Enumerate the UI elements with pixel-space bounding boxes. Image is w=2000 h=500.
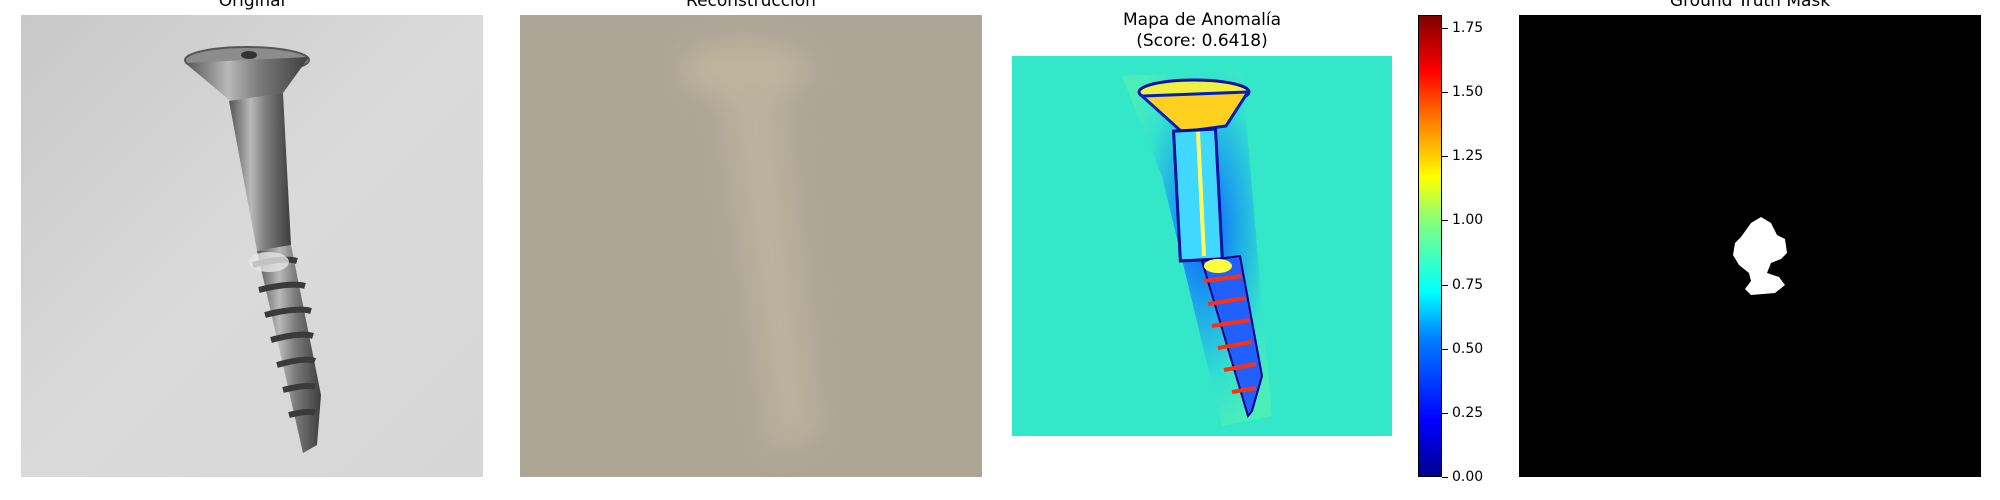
panel-title-original: Original: [218, 0, 286, 11]
anomaly-heatmap: [1012, 56, 1392, 436]
ground-truth-mask: [1519, 15, 1981, 477]
colorbar-tick: [1442, 477, 1448, 478]
original-image: [21, 15, 483, 477]
colorbar-tick-label: 1.25: [1452, 148, 1484, 164]
colorbar-tick: [1442, 285, 1448, 286]
colorbar-tick: [1442, 413, 1448, 414]
colorbar-tick: [1442, 92, 1448, 93]
panel-title-reconstruction: Reconstrucción: [686, 0, 816, 11]
colorbar-tick-label: 0.25: [1452, 405, 1484, 421]
colorbar: [1418, 15, 1442, 477]
colorbar-tick-label: 1.00: [1452, 212, 1484, 228]
colorbar-tick-label: 0.75: [1452, 277, 1484, 293]
colorbar-tick-label: 1.50: [1452, 84, 1484, 100]
colorbar-tick-label: 0.00: [1452, 469, 1484, 485]
colorbar-tick: [1442, 156, 1448, 157]
panel-title-anomaly-line2: (Score: 0.6418): [1136, 31, 1268, 51]
screw-heat-icon: [1137, 78, 1264, 419]
panel-title-ground-truth: Ground Truth Mask: [1669, 0, 1831, 11]
colorbar-tick: [1442, 349, 1448, 350]
reconstruction-image: [520, 15, 982, 477]
screw-icon: [184, 46, 321, 453]
panel-title-anomaly-line1: Mapa de Anomalía: [1123, 10, 1281, 30]
colorbar-tick-label: 0.50: [1452, 341, 1484, 357]
defect-region: [1733, 217, 1787, 295]
colorbar-tick-label: 1.75: [1452, 20, 1484, 36]
colorbar-tick: [1442, 220, 1448, 221]
colorbar-tick: [1442, 28, 1448, 29]
